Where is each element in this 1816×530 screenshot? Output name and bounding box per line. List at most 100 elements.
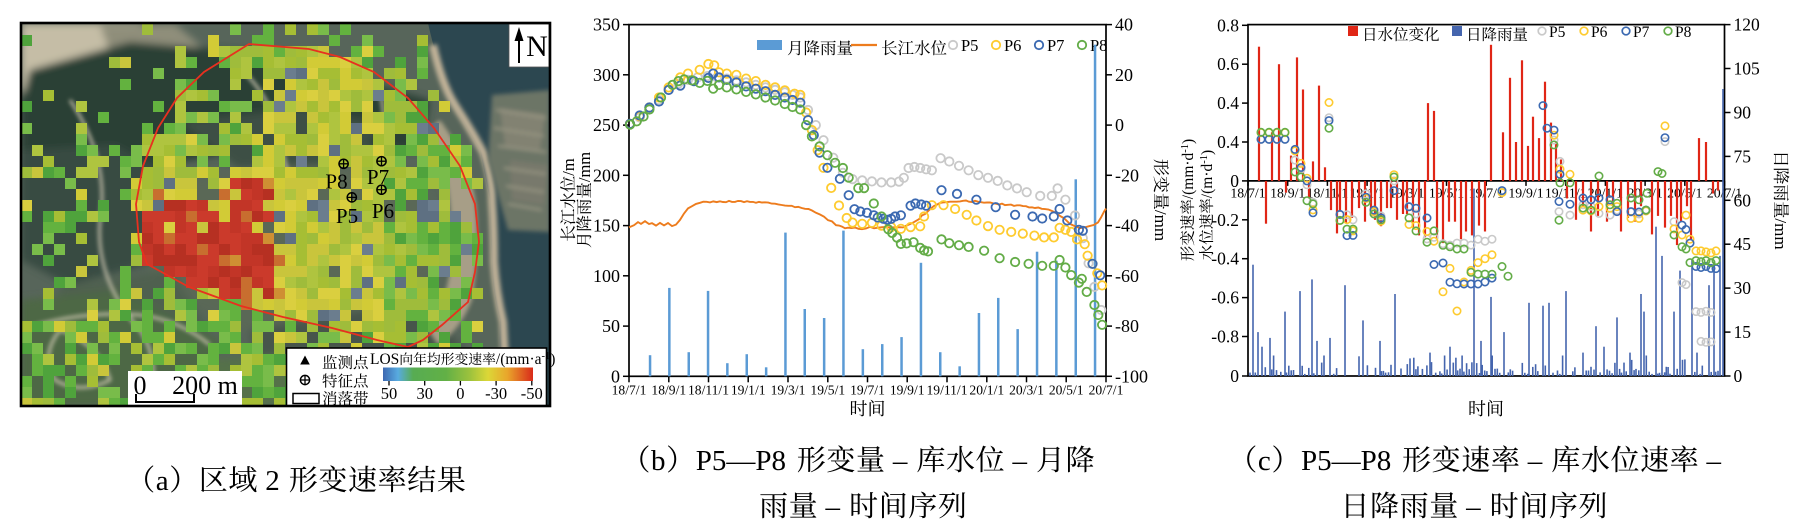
svg-text:20/7/1: 20/7/1 (1707, 185, 1742, 200)
svg-text:P6: P6 (1591, 24, 1608, 41)
svg-text:0: 0 (1734, 366, 1743, 386)
svg-text:P8: P8 (1675, 24, 1692, 41)
svg-text:19/11/1: 19/11/1 (1545, 185, 1587, 200)
svg-text:20/5/1: 20/5/1 (1049, 382, 1084, 397)
svg-text:P6: P6 (372, 199, 394, 223)
svg-text:0.8: 0.8 (1217, 15, 1239, 35)
svg-text:350: 350 (593, 15, 620, 35)
svg-text:2: 2 (258, 465, 287, 497)
svg-text:-40: -40 (1115, 216, 1139, 236)
svg-text:19/5/1: 19/5/1 (1429, 185, 1464, 200)
svg-text:20/7/1: 20/7/1 (1089, 382, 1124, 397)
svg-text:–: – (1005, 445, 1034, 477)
svg-text:19/11/1: 19/11/1 (926, 382, 967, 397)
svg-text:105: 105 (1734, 59, 1761, 79)
svg-text:19/9/1: 19/9/1 (890, 382, 925, 397)
svg-text:-30: -30 (485, 384, 507, 403)
svg-text:-0.2: -0.2 (1211, 210, 1239, 230)
svg-text:/(mm·d: /(mm·d (1180, 152, 1197, 199)
svg-text:18/9/1: 18/9/1 (1270, 185, 1305, 200)
svg-text:18/11/1: 18/11/1 (688, 382, 729, 397)
svg-text:-20: -20 (1115, 165, 1139, 185)
svg-text:/mm: /mm (1771, 218, 1790, 249)
svg-text:-1: -1 (1180, 144, 1191, 153)
svg-text:-50: -50 (521, 384, 543, 403)
svg-text:-0.4: -0.4 (1211, 249, 1239, 269)
svg-text:120: 120 (1734, 15, 1761, 35)
svg-text:50: 50 (602, 316, 620, 336)
svg-text:N: N (526, 30, 548, 63)
svg-text:P5: P5 (336, 204, 358, 228)
svg-text:150: 150 (593, 216, 620, 236)
svg-text:-80: -80 (1115, 316, 1139, 336)
svg-text:18/7/1: 18/7/1 (612, 382, 647, 397)
svg-text:-1: -1 (1199, 155, 1210, 164)
svg-text:P5: P5 (1549, 24, 1566, 41)
svg-text:19/3/1: 19/3/1 (771, 382, 806, 397)
svg-text:19/7/1: 19/7/1 (850, 382, 885, 397)
svg-text:20/3/1: 20/3/1 (1009, 382, 1044, 397)
svg-text:–: – (818, 491, 847, 523)
svg-text:20/1/1: 20/1/1 (969, 382, 1004, 397)
svg-text:–: – (1459, 491, 1488, 523)
svg-text:P5—P8: P5—P8 (1301, 445, 1399, 477)
svg-text:0: 0 (1230, 366, 1239, 386)
svg-text:19/5/1: 19/5/1 (810, 382, 845, 397)
svg-text:30: 30 (1734, 278, 1752, 298)
svg-text:90: 90 (1734, 103, 1752, 123)
svg-text:/mm: /mm (575, 152, 594, 182)
svg-text:–: – (1699, 445, 1721, 477)
svg-text:300: 300 (593, 65, 620, 85)
svg-text:-0.8: -0.8 (1211, 327, 1239, 347)
svg-text:30: 30 (416, 384, 433, 403)
svg-text:200 m: 200 m (172, 371, 238, 400)
svg-text:-60: -60 (1115, 266, 1139, 286)
svg-text:50: 50 (381, 384, 398, 403)
svg-text:100: 100 (593, 266, 620, 286)
svg-text:75: 75 (1734, 146, 1752, 166)
svg-text:19/1/1: 19/1/1 (731, 382, 766, 397)
svg-text:18/9/1: 18/9/1 (651, 382, 686, 397)
svg-text:c: c (1258, 445, 1271, 477)
svg-text:0.6: 0.6 (1217, 54, 1239, 74)
svg-text:0.4: 0.4 (1217, 93, 1239, 113)
svg-text:0: 0 (1115, 115, 1124, 135)
svg-text:40: 40 (1115, 15, 1133, 35)
svg-text:0: 0 (456, 384, 464, 403)
svg-text:45: 45 (1734, 234, 1752, 254)
svg-text:P7: P7 (1047, 36, 1064, 55)
svg-text:P7: P7 (1633, 24, 1650, 41)
svg-text:–: – (886, 445, 915, 477)
svg-text:15: 15 (1734, 322, 1752, 342)
svg-text:/m: /m (559, 158, 578, 176)
svg-text:19/7/1: 19/7/1 (1469, 185, 1504, 200)
svg-text:a: a (156, 465, 169, 497)
svg-text:200: 200 (593, 165, 620, 185)
svg-text:P8: P8 (1090, 36, 1107, 55)
svg-text:): ) (1199, 150, 1216, 155)
svg-text:P6: P6 (1004, 36, 1021, 55)
svg-text:0.4: 0.4 (1217, 132, 1239, 152)
svg-text:-0.6: -0.6 (1211, 288, 1239, 308)
svg-text:P5—P8: P5—P8 (696, 445, 794, 477)
svg-text:LOS: LOS (370, 351, 399, 368)
svg-text:–: – (1521, 445, 1550, 477)
svg-text:P8: P8 (325, 170, 347, 194)
svg-text:20/1/1: 20/1/1 (1588, 185, 1623, 200)
svg-text:20/5/1: 20/5/1 (1667, 185, 1702, 200)
svg-text:P5: P5 (961, 36, 978, 55)
svg-text:250: 250 (593, 115, 620, 135)
svg-text:60: 60 (1734, 190, 1752, 210)
svg-text:19/9/1: 19/9/1 (1508, 185, 1543, 200)
svg-text:): ) (1180, 139, 1197, 144)
svg-text:20: 20 (1115, 65, 1133, 85)
svg-text:/(mm·a-1): /(mm·a-1) (496, 351, 556, 368)
svg-text:/(m·d: /(m·d (1199, 164, 1216, 199)
svg-text:-100: -100 (1115, 366, 1148, 386)
svg-text:0: 0 (134, 371, 147, 400)
svg-text:b: b (651, 445, 666, 477)
svg-text:/mm: /mm (1151, 210, 1170, 241)
svg-text:0: 0 (611, 366, 620, 386)
svg-text:P7: P7 (367, 165, 389, 189)
svg-text:0: 0 (1230, 171, 1239, 191)
